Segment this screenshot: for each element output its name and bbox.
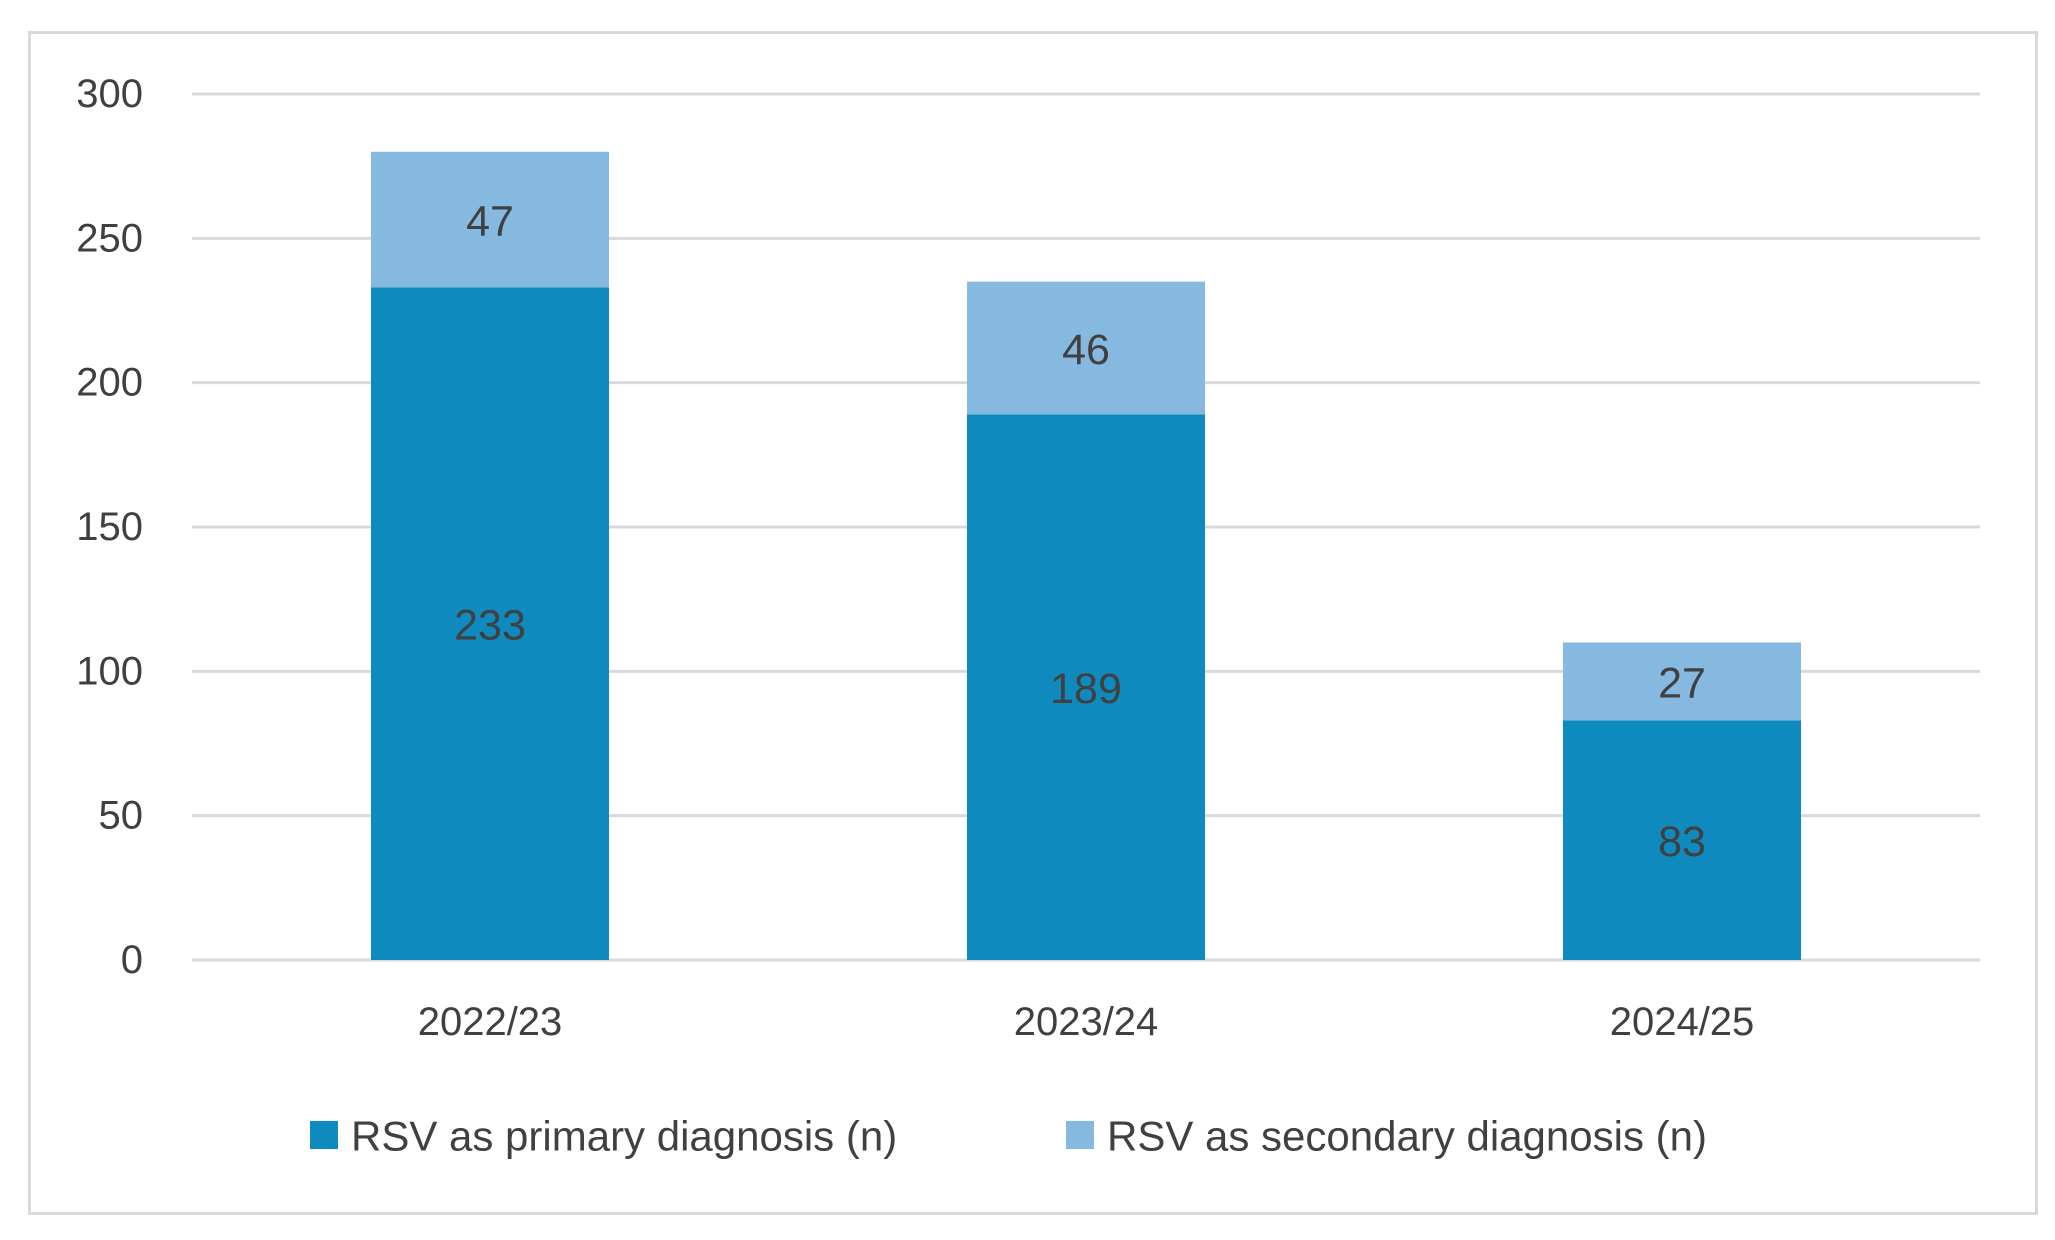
y-axis-tick-labels: 0 50 100 150 200 250 300 [76,72,143,982]
bars [371,151,1801,960]
x-axis-tick-labels: 2022/23 2023/24 2024/25 [418,1000,1755,1044]
x-tick-label: 2023/24 [1014,1000,1159,1044]
data-label: 27 [1658,659,1706,707]
y-tick-label: 150 [76,505,143,549]
data-label: 189 [1050,665,1122,713]
data-label: 47 [466,198,514,246]
y-tick-label: 300 [76,72,143,116]
bar-primary-2022-23 [371,287,609,960]
y-tick-label: 250 [76,216,143,260]
data-labels: 233 47 189 46 83 27 [454,198,1706,867]
bar-primary-2023-24 [967,414,1205,960]
legend-label-secondary: RSV as secondary diagnosis (n) [1107,1113,1707,1160]
bar-secondary-2024-25 [1563,642,1801,721]
y-tick-label: 200 [76,361,143,405]
legend-label-primary: RSV as primary diagnosis (n) [351,1113,897,1160]
y-tick-label: 100 [76,649,143,693]
legend-swatch-primary [310,1121,338,1149]
data-label: 83 [1658,818,1706,866]
x-tick-label: 2022/23 [418,1000,563,1044]
legend-swatch-secondary [1066,1121,1094,1149]
bar-primary-2024-25 [1563,720,1801,960]
bar-secondary-2022-23 [371,151,609,288]
data-label: 46 [1062,326,1110,374]
data-label: 233 [454,602,526,650]
y-tick-label: 0 [121,938,143,982]
legend: RSV as primary diagnosis (n) RSV as secon… [310,1113,1707,1160]
x-tick-label: 2024/25 [1610,1000,1755,1044]
y-tick-label: 50 [99,794,144,838]
bar-secondary-2023-24 [967,281,1205,415]
